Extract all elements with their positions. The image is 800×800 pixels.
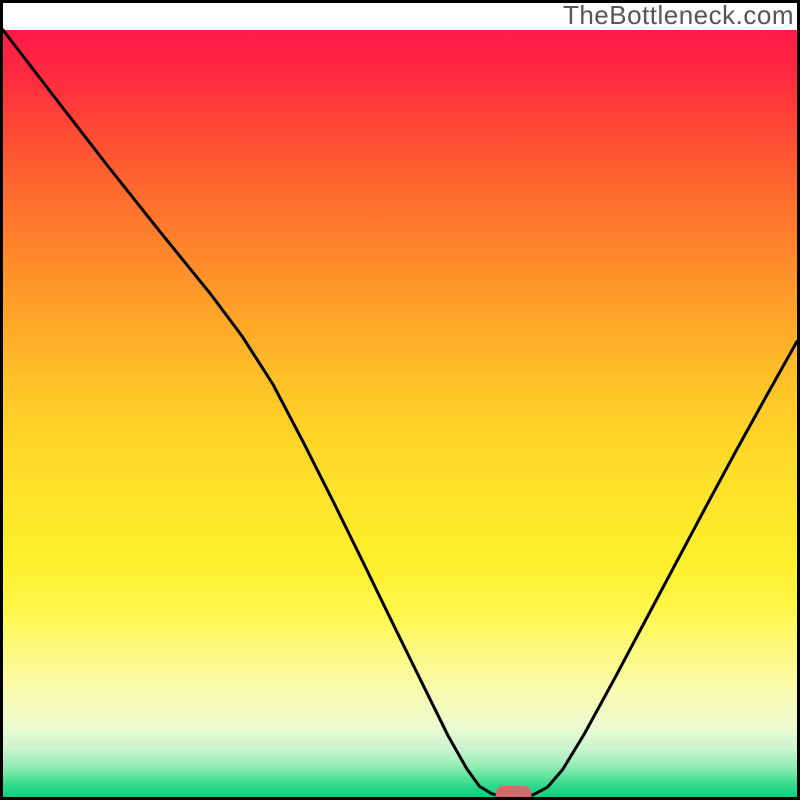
- chart-container: TheBottleneck.com: [0, 0, 800, 800]
- plot-background: [3, 30, 797, 797]
- bottleneck-chart: [0, 0, 800, 800]
